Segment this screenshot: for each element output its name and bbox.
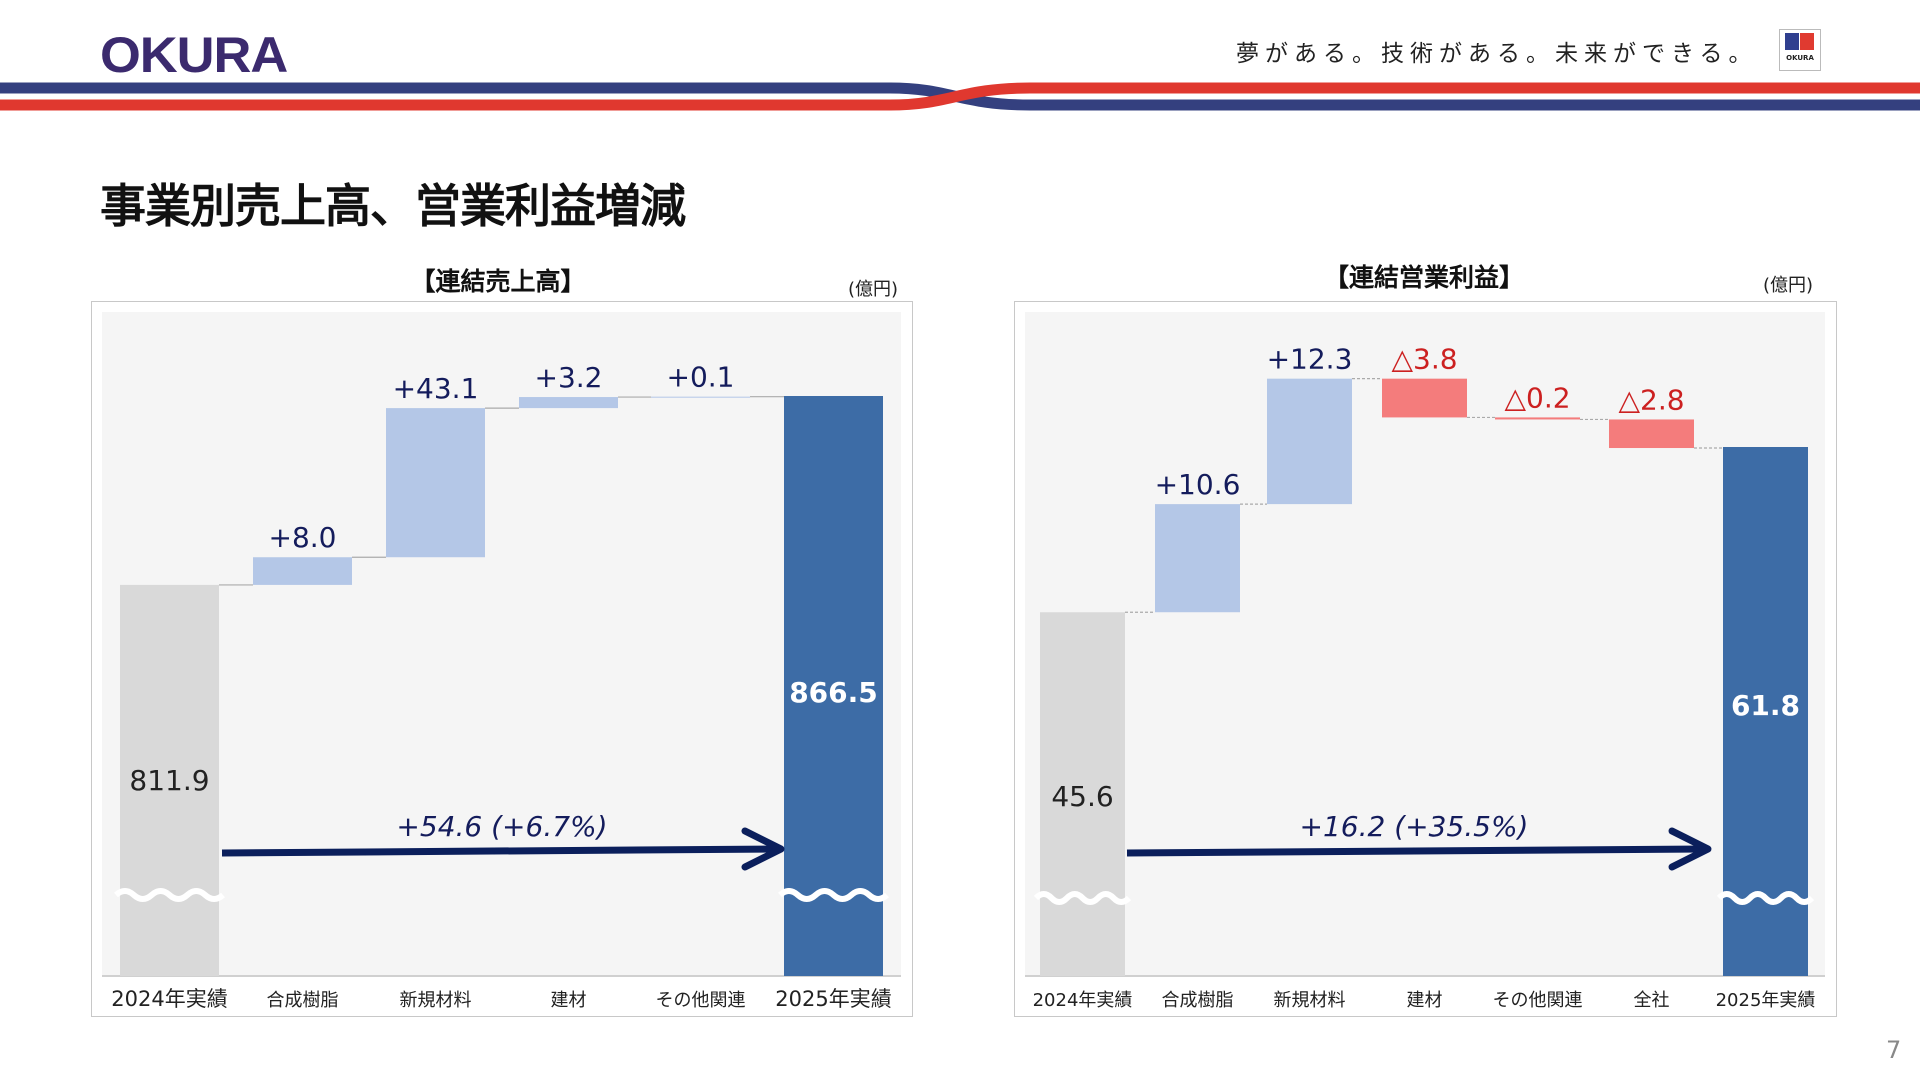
value-label: +43.1 — [393, 372, 479, 405]
bar-2025年実績 — [1723, 447, 1808, 976]
axis-break-wave — [777, 888, 890, 902]
value-label: 866.5 — [789, 676, 878, 709]
chart-title-sales: 【連結売上高】 — [410, 267, 586, 296]
category-label: 建材 — [1407, 990, 1443, 1011]
axis-break-wave — [1033, 891, 1132, 905]
category-label: 2024年実績 — [1033, 990, 1133, 1011]
value-label: 811.9 — [129, 764, 209, 797]
header-stripes — [0, 82, 1920, 111]
change-label: +16.2 (+35.5%) — [1300, 810, 1529, 843]
bar-2025年実績 — [784, 396, 883, 976]
change-label: +54.6 (+6.7%) — [396, 810, 607, 843]
category-label: 全社 — [1634, 990, 1670, 1011]
value-label: +0.1 — [667, 361, 735, 394]
mini-logo-icon: OKURA — [1779, 29, 1821, 71]
change-arrow-line — [1126, 845, 1705, 857]
bar-全社 — [1609, 419, 1694, 449]
value-label: △0.2 — [1504, 381, 1570, 414]
category-label: 建材 — [551, 990, 587, 1011]
unit-label-profit: (億円) — [1762, 275, 1814, 296]
sales-plot-area — [102, 312, 901, 976]
page-title: 事業別売上高、営業利益増減 — [100, 179, 686, 233]
bar-合成樹脂 — [253, 557, 352, 585]
arrowhead-icon — [1668, 827, 1712, 871]
category-label: 2025年実績 — [1716, 990, 1816, 1011]
category-label: その他関連 — [1493, 990, 1583, 1011]
axis-break-wave — [113, 888, 226, 902]
axis-break-wave — [1716, 891, 1815, 905]
value-label: +10.6 — [1155, 468, 1241, 501]
value-label: 45.6 — [1051, 780, 1113, 813]
change-arrow-line — [221, 845, 778, 857]
bar-新規材料 — [1267, 378, 1352, 505]
tagline: 夢がある。技術がある。未来ができる。 — [1236, 41, 1758, 67]
bar-その他関連 — [651, 396, 750, 398]
arrowhead-icon — [741, 827, 785, 871]
page-number: 7 — [1886, 1036, 1902, 1064]
category-label: 2024年実績 — [111, 987, 227, 1011]
okura-logo: OKURA — [100, 27, 288, 83]
value-label: +8.0 — [269, 521, 337, 554]
bar-合成樹脂 — [1155, 504, 1240, 613]
bar-その他関連 — [1495, 417, 1580, 420]
bar-建材 — [519, 397, 618, 409]
category-label: 合成樹脂 — [1162, 990, 1234, 1011]
bar-建材 — [1382, 378, 1467, 418]
value-label: +12.3 — [1267, 343, 1353, 376]
bar-2024年実績 — [1040, 612, 1125, 976]
value-label: △2.8 — [1618, 383, 1684, 416]
category-label: 新規材料 — [400, 990, 472, 1011]
bar-新規材料 — [386, 408, 485, 558]
chart-title-profit: 【連結営業利益】 — [1323, 263, 1525, 292]
mini-logo-text: OKURA — [1786, 54, 1814, 62]
category-label: 新規材料 — [1274, 990, 1346, 1011]
category-label: その他関連 — [656, 990, 746, 1011]
red-stripe — [0, 82, 1920, 111]
bar-2024年実績 — [120, 584, 219, 976]
unit-label-sales: (億円) — [847, 279, 899, 300]
category-label: 合成樹脂 — [267, 990, 339, 1011]
category-label: 2025年実績 — [775, 987, 891, 1011]
value-label: 61.8 — [1731, 689, 1800, 722]
value-label: +3.2 — [535, 361, 603, 394]
value-label: △3.8 — [1391, 343, 1457, 376]
